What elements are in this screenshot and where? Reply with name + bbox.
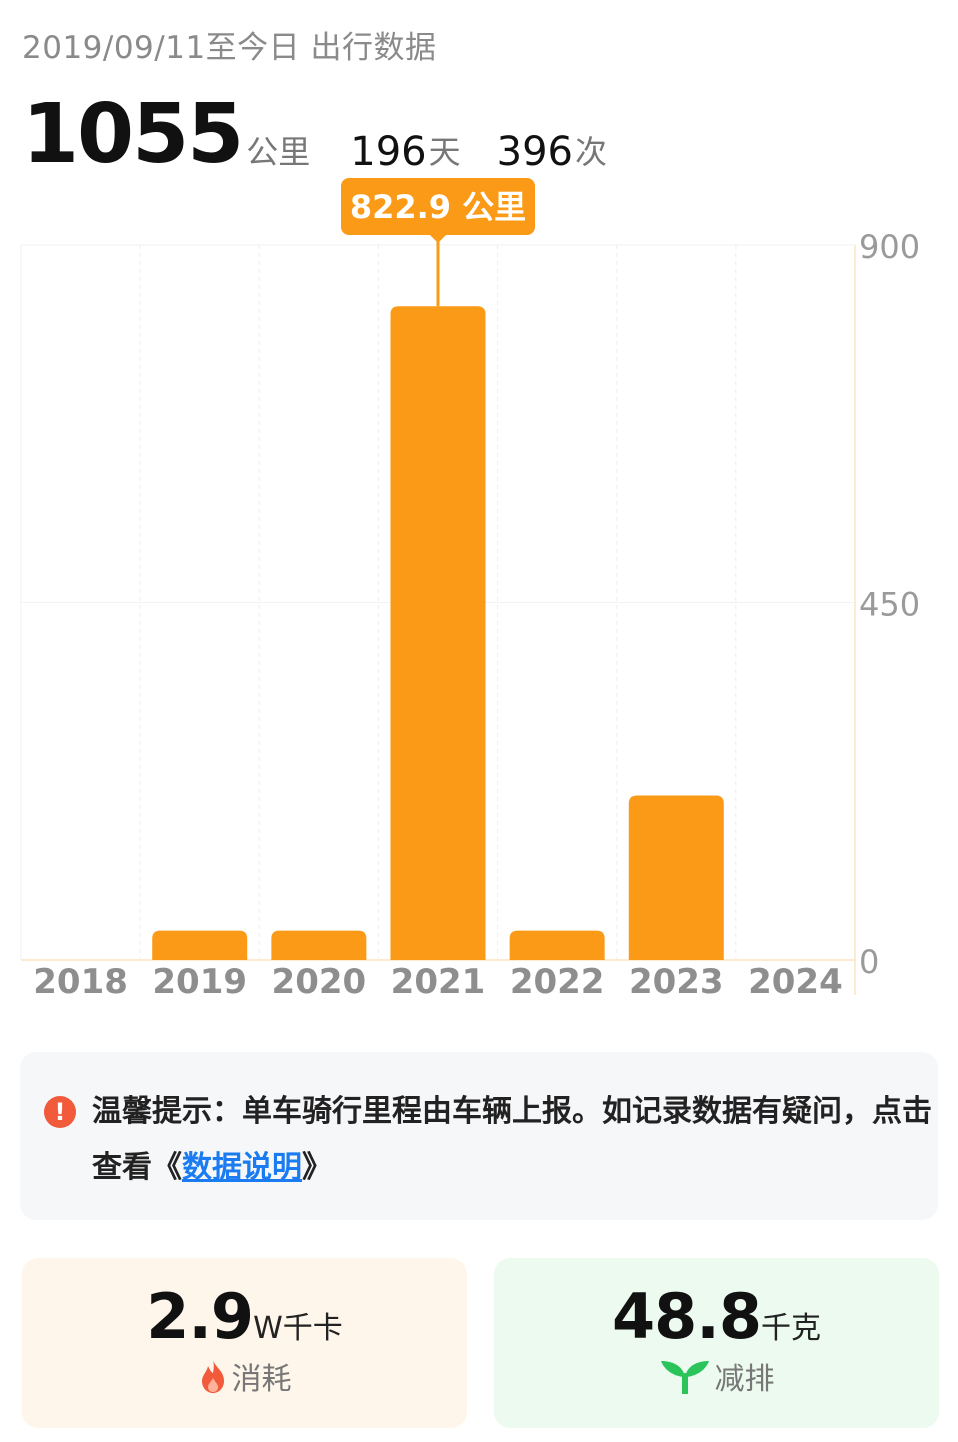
bar xyxy=(628,795,724,960)
energy-card[interactable]: 2.9W千卡 消耗 xyxy=(22,1258,467,1428)
x-tick-label: 2019 xyxy=(152,962,247,1002)
x-tick-label: 2020 xyxy=(272,962,367,1002)
carbon-value-row: 48.8千克 xyxy=(494,1280,939,1353)
carbon-value: 48.8 xyxy=(612,1280,762,1353)
energy-unit: W千卡 xyxy=(253,1311,343,1346)
days-value: 196 xyxy=(350,129,427,175)
tip-card: ! 温馨提示：单车骑行里程由车辆上报。如记录数据有疑问，点击查看《数据说明》 xyxy=(20,1052,938,1220)
carbon-label-row: 减排 xyxy=(494,1354,939,1398)
warning-icon: ! xyxy=(44,1096,76,1128)
trips-unit: 次 xyxy=(574,133,607,171)
tip-prefix: 温馨提示：单车骑行里程由车辆上报。如记录数据有疑问，点击查看《 xyxy=(92,1094,932,1185)
energy-label-row: 消耗 xyxy=(22,1354,467,1398)
data-explanation-link[interactable]: 数据说明 xyxy=(182,1150,302,1185)
carbon-unit: 千克 xyxy=(760,1311,821,1346)
y-tick-label: 0 xyxy=(859,943,879,981)
tooltip-arrow xyxy=(430,235,446,243)
bar xyxy=(152,930,248,960)
energy-value: 2.9 xyxy=(146,1280,254,1353)
flame-icon xyxy=(201,1360,224,1393)
trips-value: 396 xyxy=(496,129,573,175)
sprout-icon xyxy=(660,1361,709,1394)
x-tick-label: 2024 xyxy=(748,962,843,1002)
distance-value: 1055 xyxy=(22,87,244,182)
tip-suffix: 》 xyxy=(302,1150,332,1185)
stats-row: 1055 公里 196 天 396 次 xyxy=(22,87,607,182)
y-tick-label: 900 xyxy=(859,228,920,266)
bar xyxy=(390,306,486,960)
x-tick-label: 2022 xyxy=(510,962,605,1002)
carbon-card[interactable]: 48.8千克 减排 xyxy=(494,1258,939,1428)
tooltip-box xyxy=(341,178,535,235)
days-unit: 天 xyxy=(428,133,461,171)
x-tick-label: 2018 xyxy=(33,962,128,1002)
x-tick-label: 2023 xyxy=(629,962,724,1002)
tooltip-label: 822.9 公里 xyxy=(350,188,526,226)
tip-text: 温馨提示：单车骑行里程由车辆上报。如记录数据有疑问，点击查看《数据说明》 xyxy=(92,1084,932,1196)
energy-label: 消耗 xyxy=(231,1362,292,1397)
distance-bar-chart[interactable]: 0 450 900 2018 2019 2020 2021 2022 2023 2024 822.9… xyxy=(0,170,958,1010)
y-tick-label: 450 xyxy=(859,586,920,624)
page-title: 2019/09/11至今日 出行数据 xyxy=(22,30,437,66)
x-tick-label: 2021 xyxy=(391,962,486,1002)
distance-unit: 公里 xyxy=(246,133,311,171)
carbon-label: 减排 xyxy=(714,1362,775,1397)
bar xyxy=(509,930,605,960)
energy-value-row: 2.9W千卡 xyxy=(22,1280,467,1353)
bar xyxy=(271,930,367,960)
